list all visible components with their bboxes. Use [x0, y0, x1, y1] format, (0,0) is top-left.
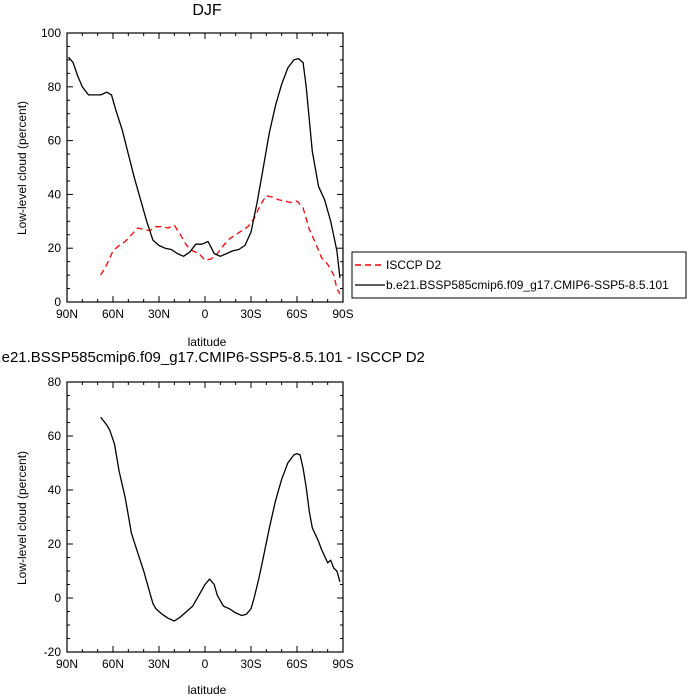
- chart-2-x-tick-label: 30N: [148, 657, 170, 671]
- chart-1-series-line-1: [68, 56, 341, 278]
- chart-1-y-tick-label: 100: [41, 26, 61, 40]
- chart-2-y-tick-label: 60: [48, 429, 62, 443]
- chart-1-title: DJF: [192, 2, 222, 19]
- chart-2-x-axis-label: latitude: [188, 683, 227, 697]
- chart-1-series: [68, 56, 341, 295]
- chart-1-y-tick-label: 80: [48, 80, 62, 94]
- chart-2-title: b.e21.BSSP585cmip6.f09_g17.CMIP6-SSP5-8.…: [0, 349, 425, 366]
- chart-2-y-tick-label: 80: [48, 375, 62, 389]
- chart-1-x-tick-label: 90S: [332, 307, 353, 321]
- chart-2-x-tick-label: 60N: [102, 657, 124, 671]
- chart-1-y-axis-label: Low-level cloud (percent): [15, 101, 29, 235]
- legend-label-isccp: ISCCP D2: [386, 258, 441, 272]
- chart-2-series-line-0: [100, 416, 341, 622]
- chart-2-series: [100, 416, 341, 622]
- chart-1-y-tick-label: 40: [48, 187, 62, 201]
- chart-1-x-tick-label: 30S: [240, 307, 261, 321]
- chart-2-x-tick-label: 30S: [240, 657, 261, 671]
- chart-1: DJF 90N 60N 30N 0 30S 60S 90S 0 20 40 60 80 100 lati…: [15, 2, 687, 349]
- chart-1-x-tick-label: 0: [202, 307, 209, 321]
- chart-2-x-tick-label: 60S: [286, 657, 307, 671]
- chart-1-x-axis-label: latitude: [188, 335, 227, 349]
- chart-1-series-line-0: [100, 195, 341, 295]
- chart-2-x-tick-label: 90S: [332, 657, 353, 671]
- chart-1-x-tick-label: 60N: [102, 307, 124, 321]
- chart-1-y-tick-label: 20: [48, 241, 62, 255]
- chart-2-y-axis-label: Low-level cloud (percent): [15, 451, 29, 585]
- chart-2-y-tick-label: 40: [48, 483, 62, 497]
- chart-1-y-tick-label: 60: [48, 134, 62, 148]
- chart-2-plot-frame: [66, 381, 344, 653]
- chart-1-y-tick-label: 0: [54, 295, 61, 309]
- chart-2-y-tick-label: -20: [44, 645, 62, 659]
- chart-2: b.e21.BSSP585cmip6.f09_g17.CMIP6-SSP5-8.…: [0, 349, 425, 697]
- legend-box: [351, 251, 687, 299]
- chart-1-x-tick-label: 90N: [56, 307, 78, 321]
- chart-2-axes: 90N 60N 30N 0 30S 60S 90S -20 0 20 40 60 80: [44, 375, 354, 671]
- chart-2-y-tick-label: 20: [48, 537, 62, 551]
- chart-1-axes: 90N 60N 30N 0 30S 60S 90S 0 20 40 60 80 100: [41, 26, 354, 321]
- legend-label-model: b.e21.BSSP585cmip6.f09_g17.CMIP6-SSP5-8.…: [386, 278, 669, 292]
- chart-1-legend: ISCCP D2 b.e21.BSSP585cmip6.f09_g17.CMIP…: [351, 251, 687, 299]
- chart-2-y-tick-label: 0: [54, 591, 61, 605]
- chart-2-x-tick-label: 90N: [56, 657, 78, 671]
- chart-1-x-tick-label: 60S: [286, 307, 307, 321]
- chart-2-x-tick-label: 0: [202, 657, 209, 671]
- chart-1-x-tick-label: 30N: [148, 307, 170, 321]
